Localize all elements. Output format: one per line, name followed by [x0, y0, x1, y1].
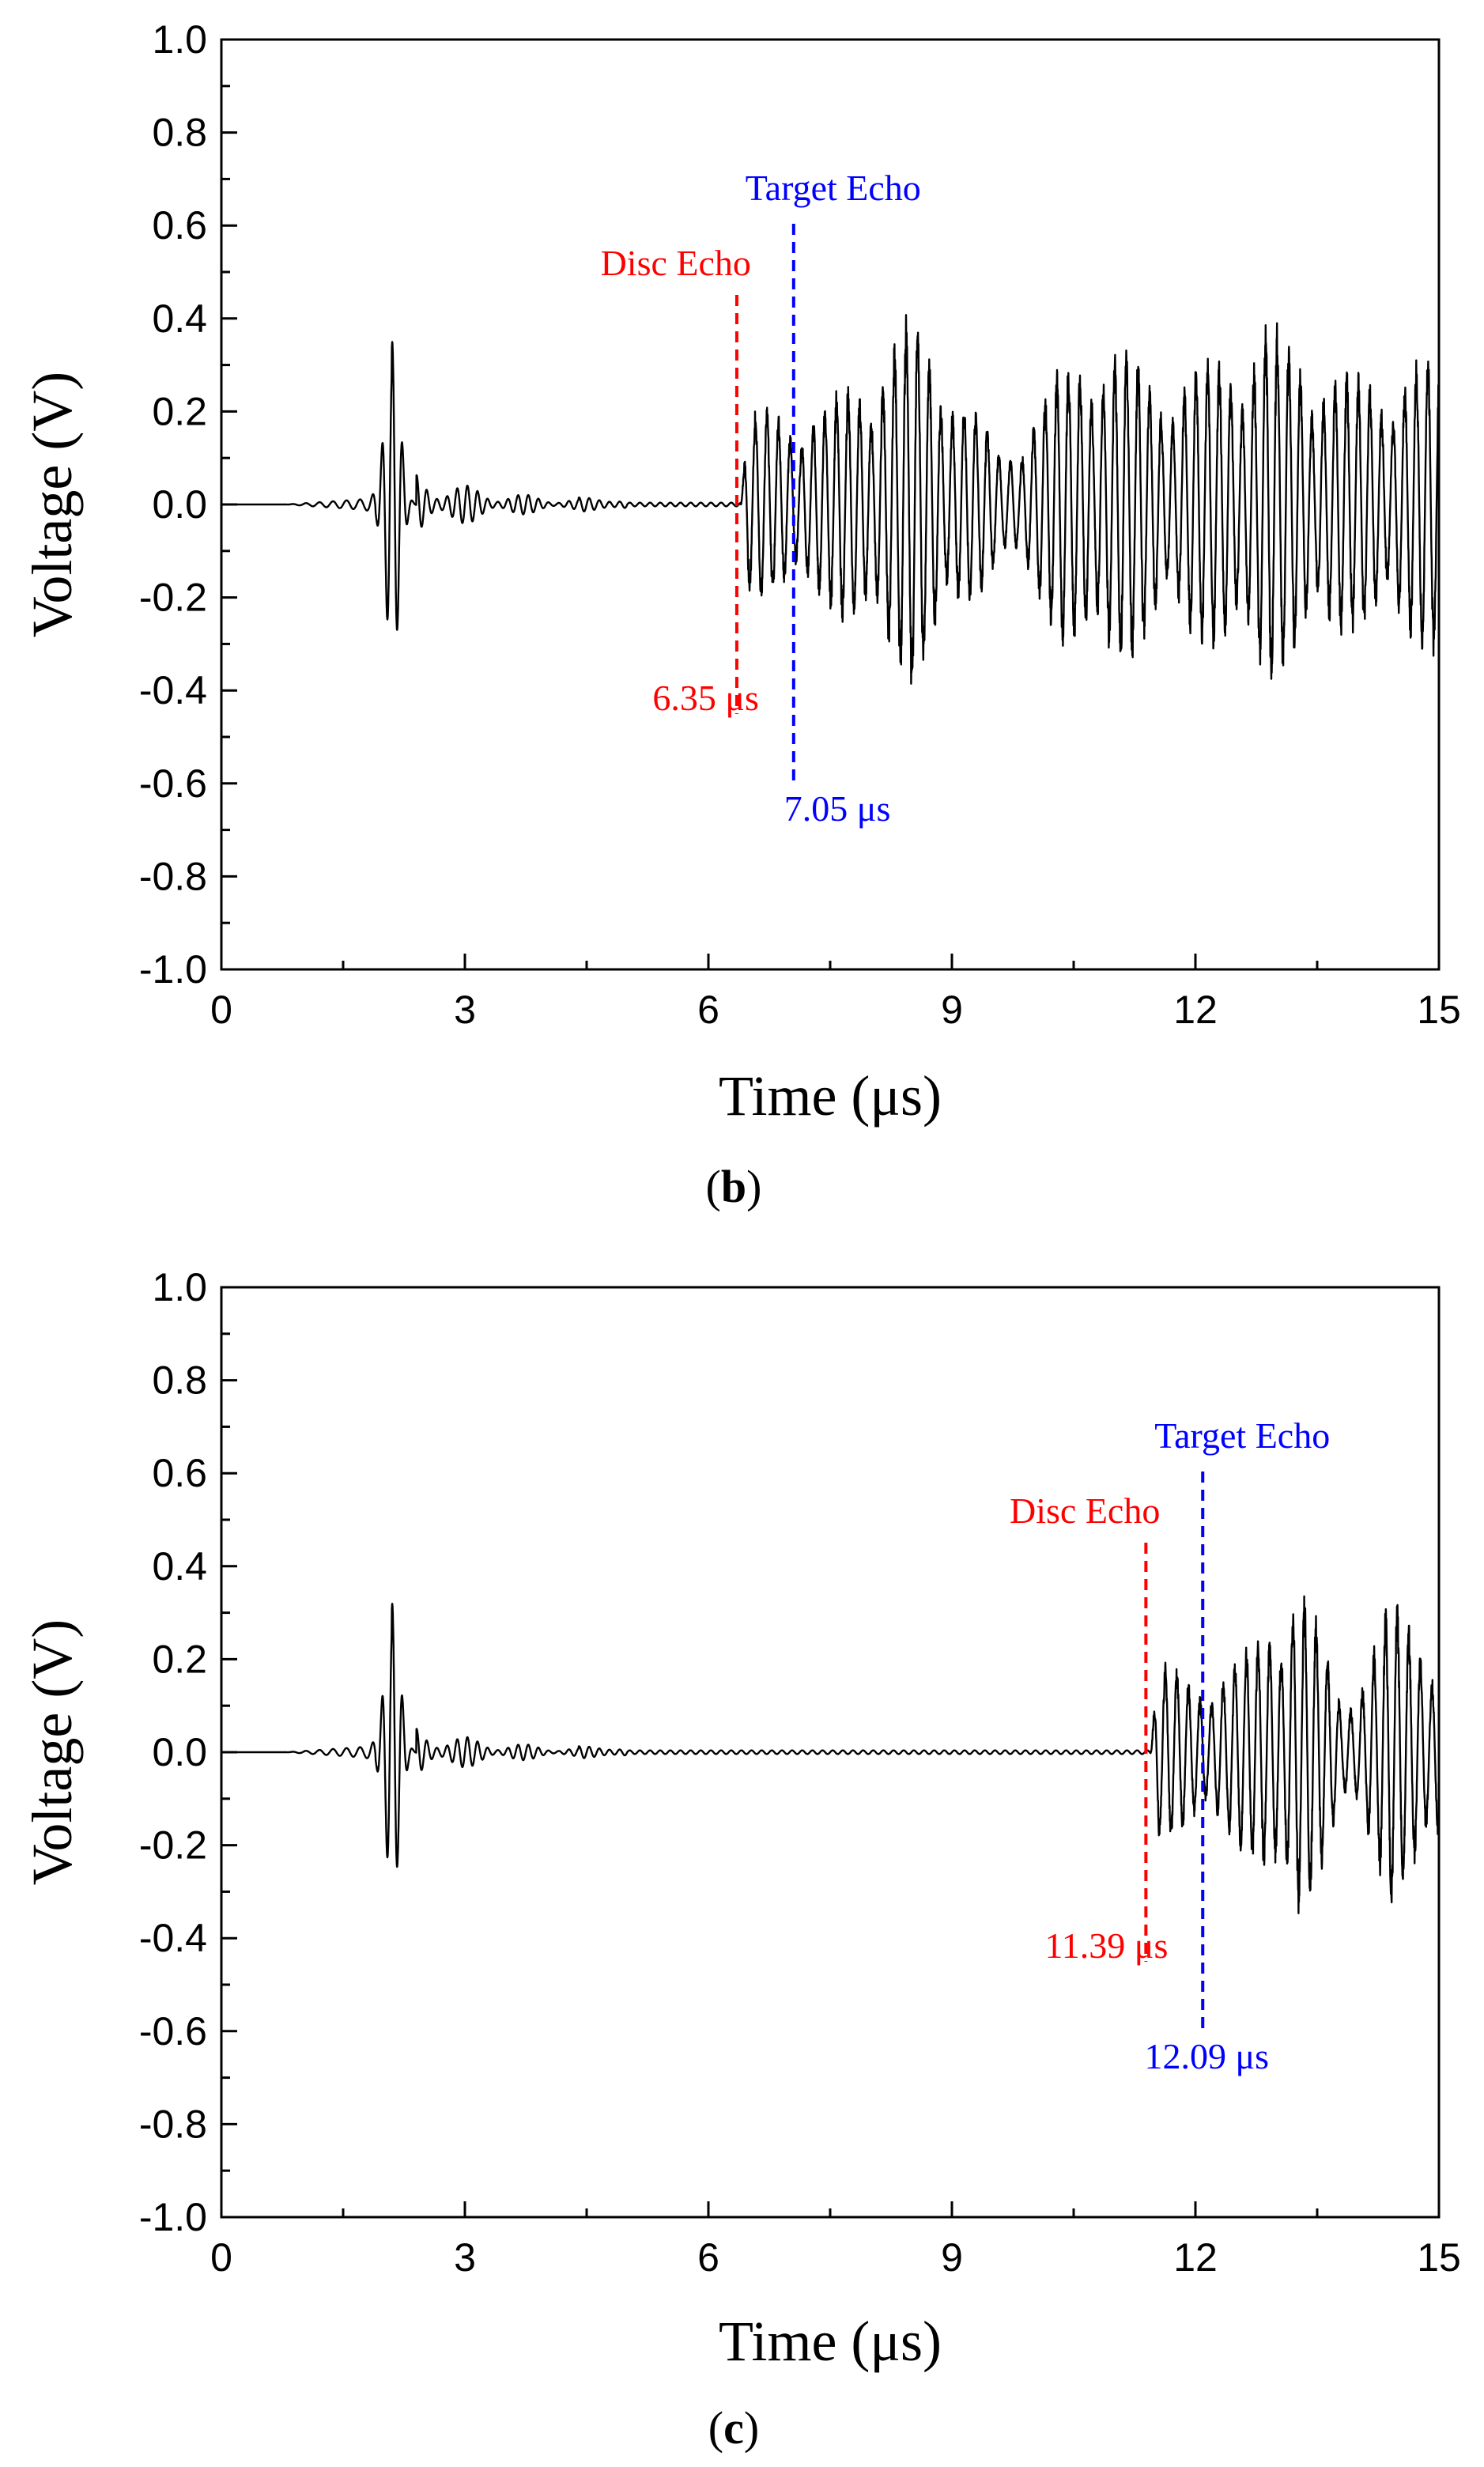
x-tick-label: 15 — [1417, 988, 1461, 1032]
y-tick-label: -0.8 — [139, 2102, 207, 2146]
y-tick-label: 0.0 — [152, 1730, 207, 1774]
y-axis: -1.0 -0.8 -0.6 -0.4 -0.2 0.0 0.2 0.4 0.6 0.8 1.0 — [139, 1265, 237, 2239]
y-tick-label: 1.0 — [152, 1265, 207, 1309]
y-tick-label: -0.8 — [139, 854, 207, 898]
y-tick-label: 0.4 — [152, 1544, 207, 1589]
panel-label: (b) — [706, 1161, 762, 1212]
x-tick-label: 9 — [941, 988, 963, 1032]
x-tick-label: 6 — [697, 2235, 719, 2280]
y-tick-label: -0.2 — [139, 576, 207, 620]
chart-panel-c: -1.0 -0.8 -0.6 -0.4 -0.2 0.0 0.2 0.4 0.6 0.8 1.0 0… — [21, 1265, 1461, 2454]
y-tick-label: -0.4 — [139, 668, 207, 712]
x-tick-label: 0 — [210, 2235, 232, 2280]
disc-echo-title: Disc Echo — [601, 243, 751, 283]
x-tick-label: 12 — [1173, 2235, 1218, 2280]
x-tick-label: 15 — [1417, 2235, 1461, 2280]
y-tick-label: 0.2 — [152, 1637, 207, 1681]
chart-panel-b: -1.0 -0.8 -0.6 -0.4 -0.2 0.0 0.2 0.4 0.6 0.8 1.0 0… — [21, 17, 1461, 1212]
y-tick-label: -0.6 — [139, 761, 207, 806]
y-tick-label: 0.8 — [152, 111, 207, 155]
y-tick-label: 1.0 — [152, 17, 207, 62]
y-tick-label: 0.6 — [152, 1451, 207, 1495]
x-tick-label: 0 — [210, 988, 232, 1032]
y-tick-label: 0.0 — [152, 482, 207, 527]
y-tick-label: 0.6 — [152, 203, 207, 247]
voltage-trace — [221, 1595, 1441, 1914]
x-tick-label: 12 — [1173, 988, 1218, 1032]
x-tick-label: 3 — [454, 2235, 476, 2280]
x-axis: 0 3 6 9 12 15 — [210, 2201, 1461, 2280]
x-tick-label: 9 — [941, 2235, 963, 2280]
x-axis: 0 3 6 9 12 15 — [210, 954, 1461, 1032]
y-axis: -1.0 -0.8 -0.6 -0.4 -0.2 0.0 0.2 0.4 0.6 0.8 1.0 — [139, 17, 237, 992]
target-echo-title: Target Echo — [746, 168, 921, 208]
x-tick-label: 6 — [697, 988, 719, 1032]
y-tick-label: 0.8 — [152, 1358, 207, 1403]
target-echo-title: Target Echo — [1154, 1415, 1330, 1456]
y-tick-label: -1.0 — [139, 947, 207, 992]
target-echo-time: 7.05 μs — [784, 788, 891, 829]
y-tick-label: -1.0 — [139, 2195, 207, 2239]
y-axis-title: Voltage (V) — [21, 1619, 84, 1886]
y-tick-label: 0.2 — [152, 389, 207, 433]
x-tick-label: 3 — [454, 988, 476, 1032]
disc-echo-time: 6.35 μs — [652, 678, 759, 718]
x-axis-title: Time (μs) — [719, 2310, 942, 2373]
panel-label: (c) — [708, 2402, 759, 2454]
y-tick-label: -0.6 — [139, 2009, 207, 2053]
voltage-trace — [221, 314, 1441, 685]
y-axis-title: Voltage (V) — [21, 372, 84, 638]
disc-echo-time: 11.39 μs — [1045, 1925, 1169, 1966]
target-echo-time: 12.09 μs — [1144, 2036, 1269, 2076]
x-axis-title: Time (μs) — [719, 1064, 942, 1128]
y-tick-label: 0.4 — [152, 297, 207, 341]
y-tick-label: -0.4 — [139, 1916, 207, 1960]
disc-echo-title: Disc Echo — [1010, 1490, 1160, 1531]
y-tick-label: -0.2 — [139, 1823, 207, 1868]
